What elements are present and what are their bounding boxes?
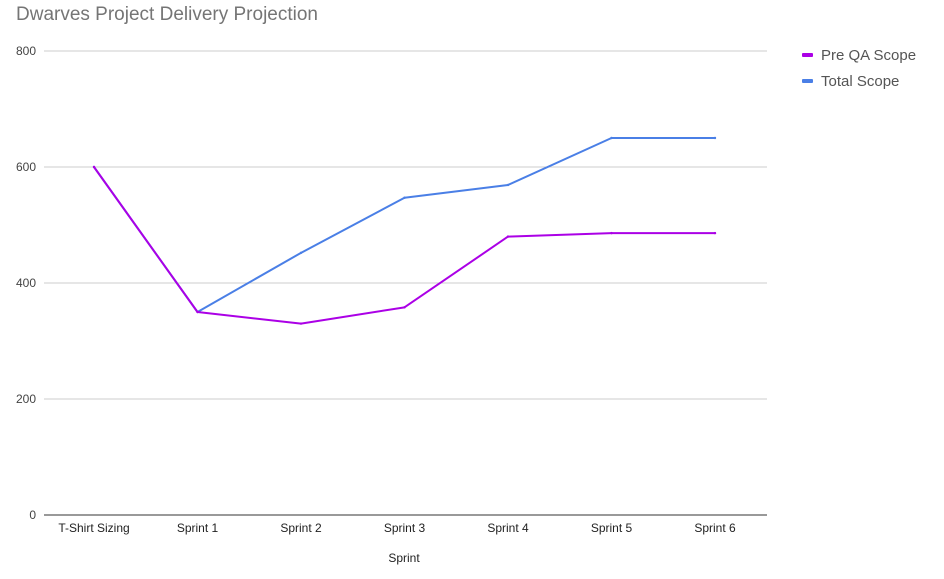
data-point-pre-qa-scope[interactable]	[713, 231, 717, 235]
legend-item-pre-qa-scope[interactable]: Pre QA Scope	[802, 42, 916, 68]
y-tick-label-400: 400	[16, 276, 36, 290]
data-point-total-scope[interactable]	[610, 136, 613, 140]
y-axis-tick-labels: 0 200 400 600 800	[16, 44, 36, 522]
series-lines	[92, 136, 717, 325]
chart-legend: Pre QA Scope Total Scope	[802, 42, 916, 94]
y-tick-label-800: 800	[16, 44, 36, 58]
y-tick-label-600: 600	[16, 160, 36, 174]
data-point-pre-qa-scope[interactable]	[196, 310, 199, 314]
x-tick-label: Sprint 4	[487, 521, 529, 535]
data-point-total-scope[interactable]	[713, 136, 717, 140]
legend-label-pre-qa-scope: Pre QA Scope	[821, 46, 917, 64]
legend-swatch-total-scope	[802, 79, 813, 83]
x-axis-tick-labels: T-Shirt Sizing Sprint 1 Sprint 2 Sprint 3 Sp…	[58, 521, 736, 535]
legend-swatch-pre-qa-scope	[802, 53, 813, 57]
gridlines	[44, 50, 767, 516]
data-point-pre-qa-scope[interactable]	[403, 306, 406, 309]
data-point-total-scope[interactable]	[403, 196, 406, 199]
y-tick-label-200: 200	[16, 392, 36, 406]
data-point-total-scope[interactable]	[506, 183, 510, 187]
x-tick-label: T-Shirt Sizing	[58, 521, 129, 535]
x-axis-label: Sprint	[388, 551, 420, 565]
series-line-total-scope[interactable]	[93, 137, 716, 313]
data-point-pre-qa-scope[interactable]	[299, 322, 303, 325]
legend-item-total-scope[interactable]: Total Scope	[802, 68, 916, 94]
x-tick-label: Sprint 3	[384, 521, 426, 535]
x-tick-label: Sprint 6	[694, 521, 736, 535]
data-point-pre-qa-scope[interactable]	[610, 231, 613, 235]
data-point-pre-qa-scope[interactable]	[92, 165, 96, 169]
data-point-total-scope[interactable]	[299, 251, 303, 255]
x-tick-label: Sprint 5	[591, 521, 633, 535]
legend-label-total-scope: Total Scope	[821, 72, 900, 90]
chart-title: Dwarves Project Delivery Projection	[16, 4, 318, 25]
data-point-pre-qa-scope[interactable]	[506, 235, 510, 238]
x-tick-label: Sprint 2	[280, 521, 322, 535]
series-line-pre-qa-scope[interactable]	[93, 166, 716, 325]
x-tick-label: Sprint 1	[177, 521, 219, 535]
y-tick-label-0: 0	[29, 508, 36, 522]
